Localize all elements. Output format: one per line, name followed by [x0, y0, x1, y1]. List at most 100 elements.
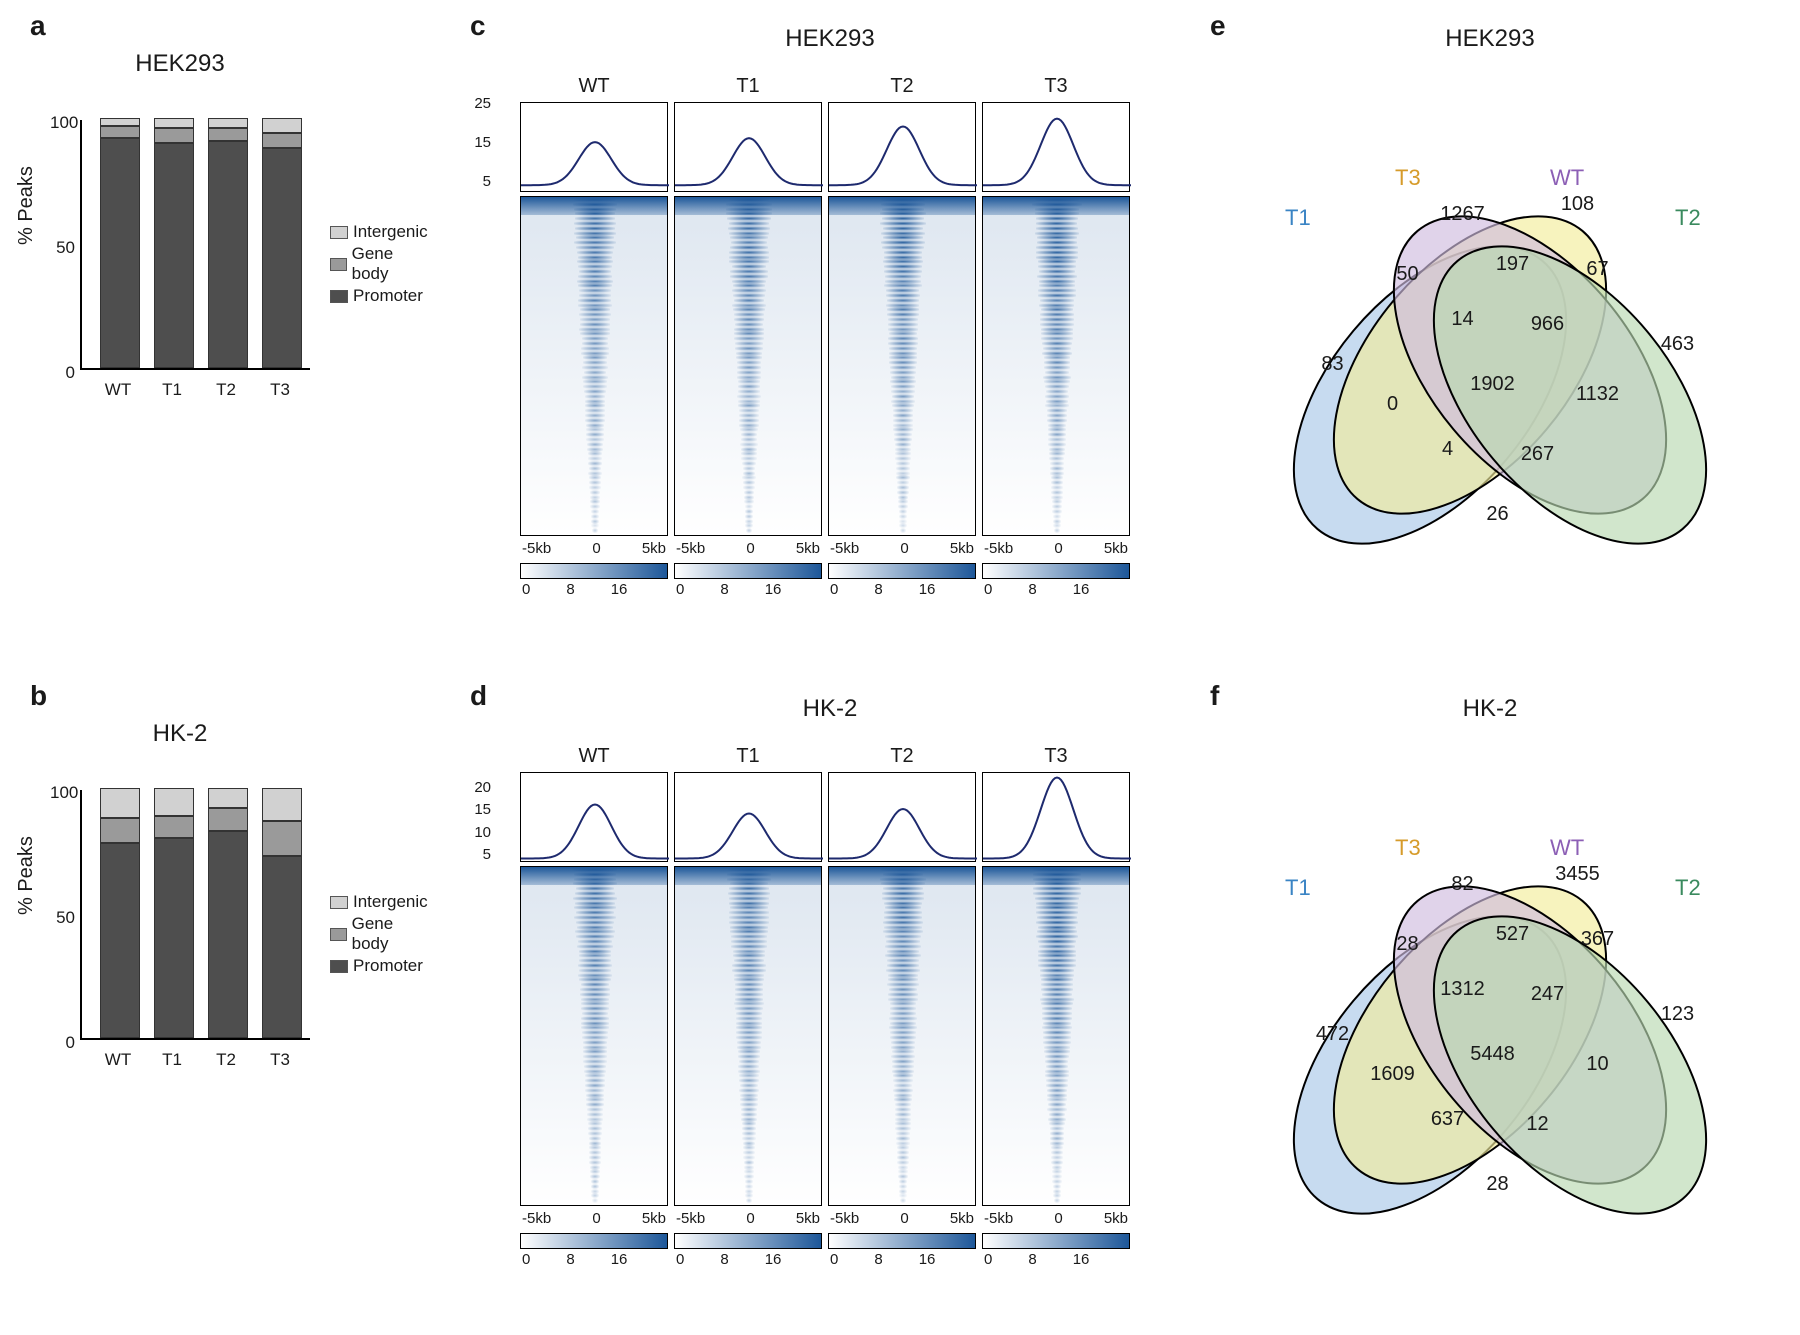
venn-set-label-T3: T3 — [1395, 835, 1421, 861]
venn-set-label-T1: T1 — [1285, 875, 1311, 901]
colorbar-ticks: 0816 — [982, 581, 1130, 598]
hm-xtick: 5kb — [1104, 1210, 1128, 1227]
heatmap-xaxis: -5kb05kb — [828, 1210, 976, 1227]
bar-seg-Intergenic — [208, 118, 248, 128]
cbar-tick: 8 — [720, 1251, 728, 1268]
bar-seg-Promoter — [100, 138, 140, 368]
xtick-T1: T1 — [152, 1050, 192, 1070]
venn-set-label-WT: WT — [1550, 835, 1584, 861]
colorbar-ticks: 0816 — [674, 581, 822, 598]
panel-d: d HK-2 WT5101520-5kb05kb0816T1-5kb05kb08… — [470, 680, 1190, 1320]
panel-label-b: b — [30, 680, 47, 712]
profile-ytick: 25 — [474, 95, 491, 112]
hm-col-WT: WT5101520-5kb05kb0816 — [520, 745, 668, 1268]
colorbar-ticks: 0816 — [828, 1251, 976, 1268]
venn-set-label-WT: WT — [1550, 165, 1584, 191]
bar-seg-Intergenic — [262, 118, 302, 133]
profile-plot — [828, 772, 976, 862]
profile-ytick: 5 — [483, 173, 491, 190]
hm-col-label: WT — [520, 75, 668, 98]
column-cd: c HEK293 WT51525-5kb05kb0816T1-5kb05kb08… — [470, 0, 1190, 1335]
xtick-T2: T2 — [206, 1050, 246, 1070]
profile-plot: 5101520 — [520, 772, 668, 862]
venn-region-T1_T3: 28 — [1380, 933, 1435, 956]
column-ef: e HEK293 T1T3WTT283126710846350197671496… — [1210, 0, 1770, 1335]
colorbar — [674, 1233, 822, 1249]
bar-T1 — [154, 788, 194, 1038]
venn-region-T1_WT: 1609 — [1365, 1063, 1420, 1086]
barchart-legend-b: IntergenicGene bodyPromoter — [330, 890, 428, 978]
hm-col-label: T3 — [982, 745, 1130, 768]
venn-region-T1_T3_T2: 267 — [1510, 443, 1565, 466]
hm-xtick: -5kb — [522, 1210, 551, 1227]
hm-col-label: T3 — [982, 75, 1130, 98]
cbar-tick: 0 — [522, 1251, 530, 1268]
venn-region-T1_WT_T2: 637 — [1420, 1108, 1475, 1131]
venn-region-T1_T3_WT: 1312 — [1435, 978, 1490, 1001]
panel-c: c HEK293 WT51525-5kb05kb0816T1-5kb05kb08… — [470, 10, 1190, 650]
bar-seg-Intergenic — [208, 788, 248, 808]
profile-plot — [674, 772, 822, 862]
bar-seg-Gene-body — [262, 821, 302, 856]
bar-seg-Gene-body — [154, 128, 194, 143]
venn-region-WT_T2: 67 — [1570, 258, 1625, 281]
heatmap-xaxis: -5kb05kb — [674, 1210, 822, 1227]
heatmap-plot — [828, 866, 976, 1206]
panel-d-title: HK-2 — [470, 695, 1190, 723]
hm-xtick: 5kb — [796, 1210, 820, 1227]
colorbar-ticks: 0816 — [674, 1251, 822, 1268]
hm-xtick: 0 — [746, 1210, 754, 1227]
hm-xtick: 5kb — [796, 540, 820, 557]
colorbar-ticks: 0816 — [520, 1251, 668, 1268]
hm-xtick: 0 — [900, 1210, 908, 1227]
profile-plot — [828, 102, 976, 192]
heatmap-xaxis: -5kb 0 5kb — [520, 1210, 668, 1227]
legend-text: Promoter — [353, 956, 423, 976]
venn-region-all: 5448 — [1465, 1043, 1520, 1066]
bar-T2 — [208, 118, 248, 368]
hm-xtick: 0 — [592, 1210, 600, 1227]
cbar-tick: 8 — [566, 581, 574, 598]
venn-region-T1_only: 472 — [1305, 1023, 1360, 1046]
legend-swatch — [330, 258, 347, 271]
colorbar — [828, 563, 976, 579]
heatmap-plot — [674, 196, 822, 536]
legend-row-Gene-body: Gene body — [330, 244, 428, 284]
heatmap-group-c: WT51525-5kb05kb0816T1-5kb05kb0816T2-5kb0… — [520, 75, 1130, 598]
colorbar — [520, 563, 668, 579]
profile-ytick: 10 — [474, 824, 491, 841]
hm-xtick: 0 — [746, 540, 754, 557]
hm-col-T2: T2-5kb05kb0816 — [828, 745, 976, 1268]
heatmap-group-d: WT5101520-5kb05kb0816T1-5kb05kb0816T2-5k… — [520, 745, 1130, 1268]
bar-seg-Gene-body — [100, 818, 140, 843]
venn-region-T1_WT_T2: 4 — [1420, 438, 1475, 461]
bar-WT — [100, 118, 140, 368]
ytick-a-100: 100 — [50, 113, 75, 133]
barchart-a-ylabel: % Peaks — [15, 166, 38, 245]
hm-xtick: 5kb — [950, 1210, 974, 1227]
hm-col-WT: WT51525-5kb05kb0816 — [520, 75, 668, 598]
hm-col-label: T1 — [674, 75, 822, 98]
venn-region-T3_only: 1267 — [1435, 203, 1490, 226]
cbar-tick: 0 — [522, 581, 530, 598]
panel-e-title: HEK293 — [1210, 25, 1770, 53]
hm-xtick: 5kb — [642, 1210, 666, 1227]
profile-plot — [674, 102, 822, 192]
legend-row-Promoter: Promoter — [330, 286, 428, 306]
bar-seg-Intergenic — [154, 118, 194, 128]
legend-swatch — [330, 290, 348, 303]
hm-xtick: -5kb — [984, 540, 1013, 557]
venn-set-label-T2: T2 — [1675, 205, 1701, 231]
bar-seg-Gene-body — [208, 808, 248, 831]
cbar-tick: 0 — [984, 581, 992, 598]
panel-c-title: HEK293 — [470, 25, 1190, 53]
heatmap-plot — [828, 196, 976, 536]
xtick-WT: WT — [98, 1050, 138, 1070]
bar-seg-Promoter — [208, 141, 248, 369]
heatmap-plot — [982, 196, 1130, 536]
hm-col-T3: T3-5kb05kb0816 — [982, 745, 1130, 1268]
barchart-legend-a: IntergenicGene bodyPromoter — [330, 220, 428, 308]
ytick-b-0: 0 — [50, 1033, 75, 1053]
heatmap-plot — [674, 866, 822, 1206]
profile-plot: 51525 — [520, 102, 668, 192]
